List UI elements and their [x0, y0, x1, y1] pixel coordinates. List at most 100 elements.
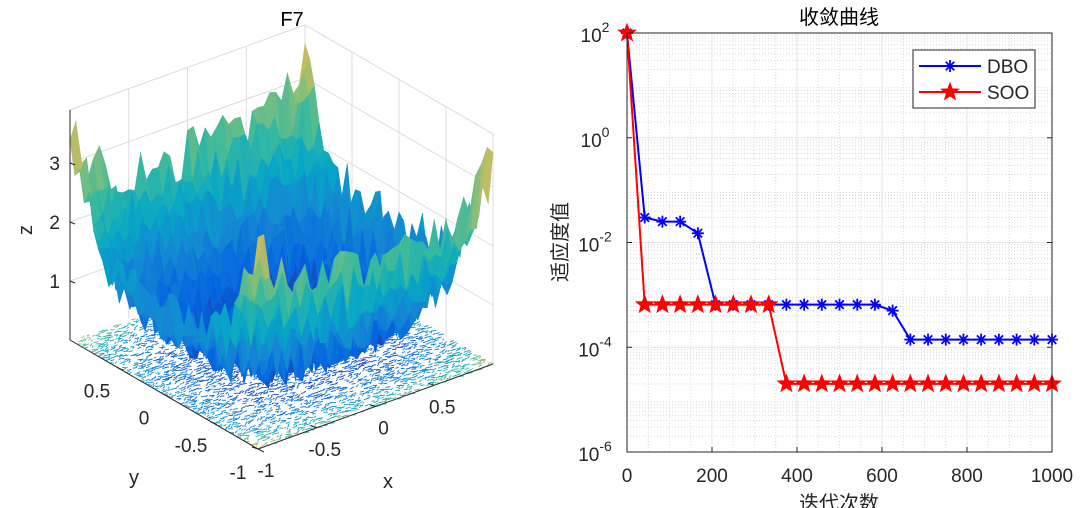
contour-segment [288, 431, 291, 434]
contour-segment [225, 426, 230, 428]
contour-segment [457, 360, 461, 364]
contour-segment [279, 390, 283, 393]
contour-segment [199, 357, 204, 361]
contour-segment [383, 373, 389, 376]
contour-segment [165, 354, 169, 357]
contour-segment [451, 364, 455, 369]
contour-segment [153, 359, 159, 362]
contour-segment [233, 392, 241, 394]
contour-segment [208, 388, 213, 391]
contour-segment [245, 421, 249, 423]
contour-segment [257, 402, 261, 406]
contour-segment [205, 394, 208, 398]
contour-segment [96, 348, 99, 351]
contour-segment [170, 363, 176, 366]
contour-segment [193, 393, 198, 396]
contour-segment [348, 395, 354, 397]
contour-segment [321, 373, 327, 376]
contour-segment [415, 361, 420, 364]
contour-segment [86, 336, 90, 339]
contour-segment [416, 355, 419, 359]
contour-segment [276, 424, 281, 428]
contour-segment [264, 441, 268, 445]
contour-segment [440, 379, 443, 382]
contour-segment [291, 394, 295, 398]
contour-segment [205, 365, 211, 367]
contour-segment [103, 354, 107, 358]
contour-segment [138, 367, 145, 369]
contour-segment [353, 405, 357, 409]
contour-segment [405, 348, 412, 350]
contour-segment [376, 355, 380, 358]
contour-segment [149, 341, 157, 343]
contour-segment [316, 403, 323, 407]
contour-segment [475, 354, 481, 358]
contour-segment [127, 322, 131, 325]
contour-segment [247, 421, 252, 425]
contour-segment [273, 404, 278, 407]
contour-segment [339, 394, 344, 398]
contour-segment [190, 358, 196, 361]
contour-segment [108, 354, 111, 358]
contour-segment [221, 376, 226, 379]
contour-segment [459, 367, 465, 370]
contour-segment [434, 372, 438, 375]
contour-segment [404, 360, 407, 364]
contour-segment [222, 416, 228, 418]
contour-segment [458, 372, 462, 375]
contour-segment [154, 387, 159, 390]
contour-segment [376, 388, 379, 391]
contour-segment [403, 343, 407, 346]
contour-segment [277, 419, 281, 423]
contour-segment [332, 383, 338, 385]
contour-segment [420, 339, 425, 342]
contour-segment [232, 408, 238, 410]
contour-segment [126, 348, 130, 351]
contour-segment [91, 345, 94, 348]
contour-segment [143, 343, 148, 345]
contour-segment [394, 346, 399, 349]
contour-segment [166, 369, 170, 372]
contour-segment [302, 428, 306, 431]
contour-segment [468, 352, 473, 356]
contour-segment [418, 335, 423, 339]
contour-segment [382, 375, 387, 378]
contour-segment [452, 341, 457, 344]
contour-segment [201, 402, 205, 406]
contour-segment [234, 397, 237, 401]
contour-segment [216, 409, 220, 412]
contour-segment [322, 376, 327, 380]
contour-segment [216, 398, 219, 401]
contour-segment [365, 379, 370, 382]
contour-segment [405, 334, 410, 337]
contour-segment [358, 405, 362, 409]
contour-segment [180, 347, 184, 350]
contour-segment [387, 364, 390, 367]
contour-segment [175, 369, 182, 371]
contour-segment [133, 353, 139, 356]
contour-segment [422, 341, 426, 344]
contour-segment [372, 395, 379, 397]
contour-segment [175, 354, 179, 358]
contour-segment [120, 347, 126, 351]
contour-segment [328, 377, 331, 380]
contour-segment [244, 388, 249, 393]
contour-segment [257, 406, 264, 408]
contour-segment [346, 360, 351, 363]
contour-segment [318, 382, 323, 386]
contour-segment [407, 337, 411, 340]
contour-segment [340, 415, 345, 418]
contour-segment [99, 337, 103, 341]
contour-segment [294, 393, 299, 397]
contour-segment [214, 371, 217, 375]
contour-segment [161, 357, 165, 361]
contour-segment [146, 363, 151, 366]
contour-segment [136, 340, 139, 343]
contour-segment [191, 400, 198, 403]
contour-segment [211, 416, 215, 420]
contour-segment [256, 398, 261, 402]
contour-segment [403, 355, 408, 357]
contour-segment [185, 369, 188, 372]
contour-segment [283, 398, 286, 401]
contour-segment [181, 385, 187, 389]
